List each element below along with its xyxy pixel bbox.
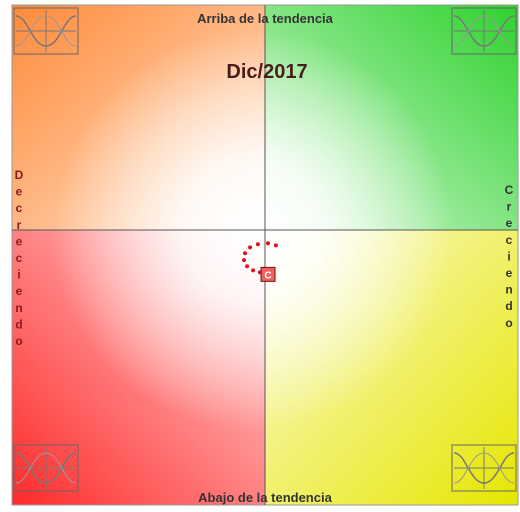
trail-point [266,241,271,246]
trail-point [273,243,278,248]
trail-point [245,264,250,269]
right-label: Creciendo [502,183,516,332]
trail-point [251,268,256,273]
trail-point [248,245,253,250]
trail-point [243,251,248,256]
chart-title: Dic/2017 [226,61,307,83]
bottom-label: Abajo de la tendencia [198,490,332,505]
current-point [260,266,276,282]
left-label: Decreciendo [12,168,26,351]
top-label: Arriba de la tendencia [197,11,334,26]
trail-point [255,242,260,247]
marker-label: C [264,270,271,281]
trail-point [242,258,247,263]
